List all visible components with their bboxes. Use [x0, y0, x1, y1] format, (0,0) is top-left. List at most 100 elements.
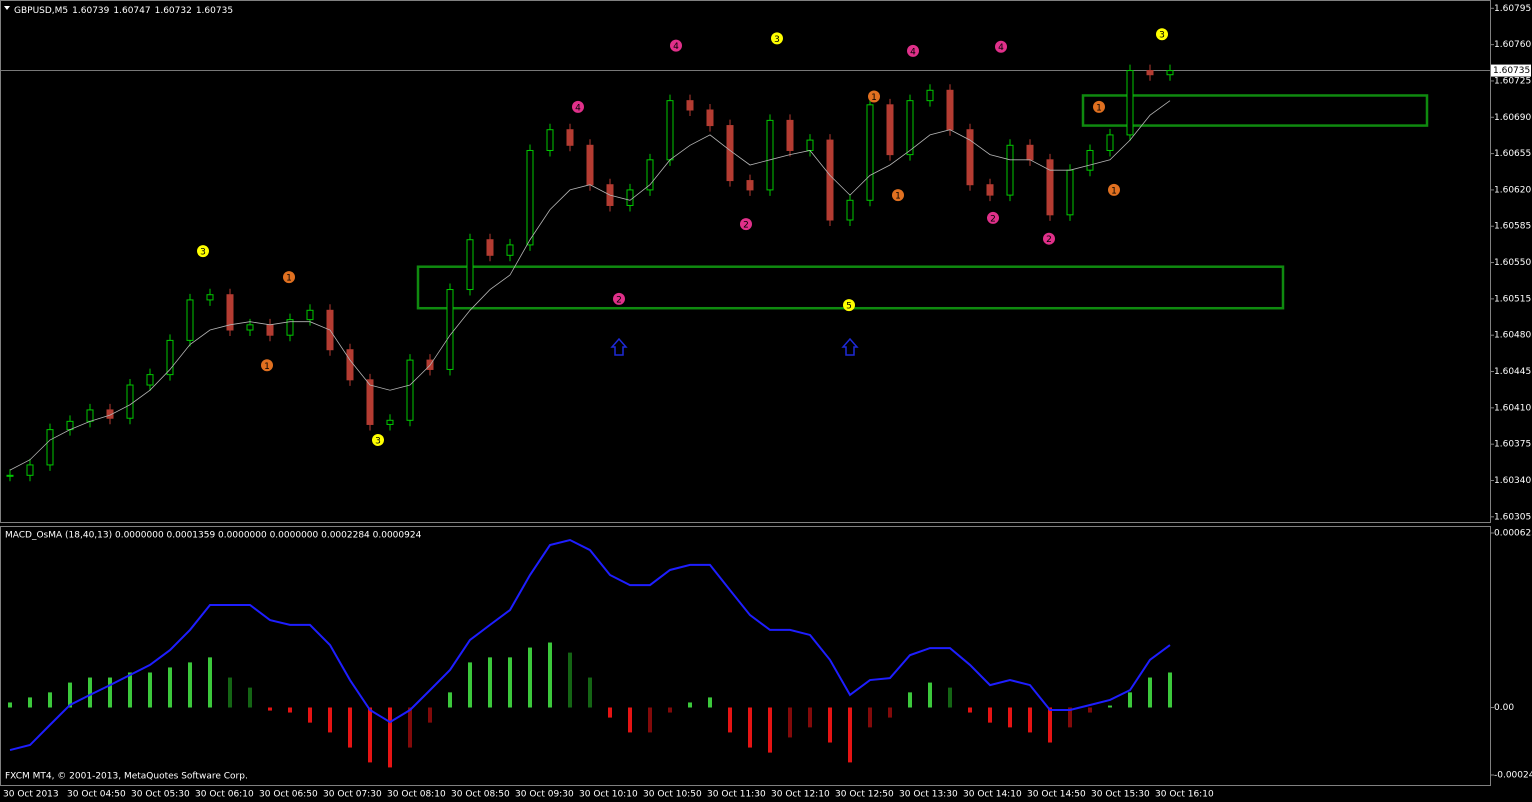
histogram-bar — [188, 662, 192, 708]
y-tick-label: 1.60480 — [1494, 331, 1531, 341]
candle — [626, 189, 634, 206]
candle — [766, 119, 774, 191]
candle — [526, 149, 534, 246]
wave-label: 4 — [910, 47, 916, 57]
candle — [366, 379, 374, 425]
candle — [86, 409, 94, 422]
histogram-bar — [1008, 707, 1012, 728]
y-tick-label: 1.60445 — [1494, 367, 1531, 377]
y-tick-label: 1.60655 — [1494, 149, 1531, 159]
histogram-bar — [368, 707, 372, 763]
ohlc-value: 1.60747 — [113, 6, 150, 16]
x-tick-label: 30 Oct 06:10 — [195, 790, 254, 800]
histogram-bar — [828, 707, 832, 743]
candle — [466, 239, 474, 291]
candle — [246, 324, 254, 331]
wave-marker — [197, 245, 209, 258]
histogram-bar — [88, 677, 92, 708]
wave-marker — [670, 39, 682, 52]
indicator-title: MACD_OsMA (18,40,13) 0.0000000 0.0001359… — [5, 531, 422, 541]
moving-average — [9, 100, 1171, 471]
histogram-bar — [1028, 707, 1032, 733]
wave-marker — [1093, 100, 1105, 113]
ohlc-value: 1.60735 — [196, 6, 233, 16]
wave-marker — [987, 211, 999, 224]
menu-triangle[interactable] — [4, 6, 10, 10]
candle — [486, 239, 494, 256]
wave-marker — [771, 32, 783, 45]
candle — [666, 100, 674, 161]
histogram-bar — [668, 707, 672, 713]
histogram-bar — [788, 707, 792, 738]
wave-marker — [1156, 28, 1168, 41]
histogram-bar — [328, 707, 332, 733]
candle — [906, 100, 914, 156]
x-tick-label: 30 Oct 08:50 — [451, 790, 510, 800]
wave-label: 3 — [200, 248, 206, 258]
histogram-bar — [568, 652, 572, 708]
histogram-bar — [1168, 672, 1172, 708]
histogram-bar — [908, 692, 912, 708]
y-tick-label: 1.60690 — [1494, 113, 1531, 123]
histogram-bar — [8, 702, 12, 708]
candle — [206, 294, 214, 301]
histogram-bar — [608, 707, 612, 718]
x-tick-label: 30 Oct 14:10 — [963, 790, 1022, 800]
histogram-bar — [108, 677, 112, 708]
histogram-bar — [928, 682, 932, 708]
candle — [1086, 149, 1094, 171]
histogram-bar — [768, 707, 772, 753]
candle — [866, 104, 874, 201]
y-tick-label: 1.60795 — [1494, 4, 1531, 14]
wave-label: 1 — [895, 192, 901, 202]
histogram-bar — [288, 707, 292, 713]
up-arrow — [610, 337, 628, 356]
x-tick-label: 30 Oct 11:30 — [707, 790, 766, 800]
histogram-bar — [1068, 707, 1072, 728]
bid-label: 1.60735 — [1493, 66, 1530, 76]
histogram-bar — [888, 707, 892, 718]
wave-label: 2 — [743, 221, 749, 231]
candle — [1106, 134, 1114, 151]
histogram-bar — [548, 642, 552, 708]
wave-marker — [372, 434, 384, 447]
wave-marker — [740, 218, 752, 231]
histogram-bar — [48, 692, 52, 708]
x-tick-label: 30 Oct 09:30 — [515, 790, 574, 800]
histogram-bar — [648, 707, 652, 733]
wave-label: 2 — [1046, 235, 1052, 245]
x-tick-label: 30 Oct 2013 — [3, 790, 59, 800]
histogram-bar — [988, 707, 992, 723]
histogram-bar — [1048, 707, 1052, 743]
candle — [106, 409, 114, 419]
y-tick-label: 0.00 — [1494, 703, 1514, 713]
wave-marker — [843, 299, 855, 312]
wave-label: 2 — [616, 295, 622, 305]
candle — [1046, 159, 1054, 216]
candle — [826, 139, 834, 221]
histogram-bar — [148, 672, 152, 708]
histogram-bar — [808, 707, 812, 728]
candle — [946, 89, 954, 131]
zone — [1081, 94, 1429, 127]
x-tick-label: 30 Oct 16:10 — [1155, 790, 1214, 800]
candle — [46, 429, 54, 466]
histogram-bar — [528, 647, 532, 708]
candle — [306, 309, 314, 321]
y-tick-label: 1.60725 — [1494, 76, 1531, 86]
histogram-bar — [1108, 705, 1112, 708]
histogram-bar — [448, 692, 452, 708]
histogram-bar — [948, 687, 952, 708]
candle — [346, 349, 354, 381]
histogram-bar — [868, 707, 872, 728]
wave-marker — [907, 44, 919, 57]
wave-label: 1 — [286, 274, 292, 284]
histogram-bar — [128, 672, 132, 708]
candle — [286, 319, 294, 336]
wave-label: 5 — [846, 302, 852, 312]
candle — [686, 100, 694, 111]
wave-marker — [261, 359, 273, 372]
candle — [746, 180, 754, 191]
candle — [506, 244, 514, 256]
wave-label: 3 — [1159, 31, 1165, 41]
